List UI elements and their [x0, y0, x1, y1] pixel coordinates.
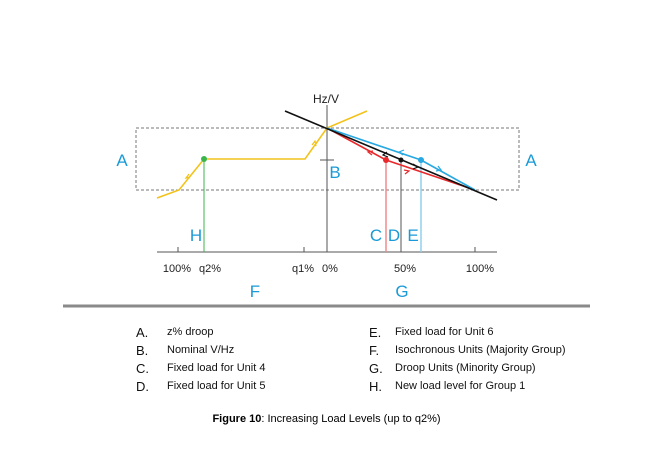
tick-label: 100%	[163, 263, 191, 275]
marker-h: H	[190, 226, 202, 245]
legend-letter: D.	[136, 379, 149, 394]
caption-label: Figure 10	[212, 413, 262, 425]
isochronous-curve	[156, 110, 368, 199]
droop-line	[284, 110, 498, 201]
marker-e: E	[407, 226, 418, 245]
tick-label: 0%	[322, 263, 338, 275]
legend-letter: C.	[136, 361, 149, 376]
d-dot	[398, 157, 404, 163]
legend-text: Isochronous Units (Majority Group)	[395, 344, 566, 356]
figure-caption: Figure 10: Increasing Load Levels (up to…	[0, 413, 653, 425]
tick-label: 100%	[466, 263, 494, 275]
marker-b: B	[329, 163, 340, 182]
legend-letter: A.	[136, 325, 149, 340]
marker-a-right: A	[525, 151, 537, 170]
marker-g: G	[395, 282, 408, 301]
marker-d: D	[388, 226, 400, 245]
legend-text: z% droop	[167, 326, 214, 338]
marker-c: C	[370, 226, 382, 245]
marker-f: F	[250, 282, 260, 301]
caption-text: : Increasing Load Levels (up to q2%)	[261, 413, 441, 425]
tick-label: q2%	[199, 263, 221, 275]
tick-label: 50%	[394, 263, 416, 275]
legend-text: Fixed load for Unit 4	[167, 362, 266, 374]
marker-labels: A A B C D E H F G	[116, 151, 537, 301]
legend-text: Fixed load for Unit 5	[167, 380, 266, 392]
axis-label: Hz/V	[313, 92, 339, 106]
legend-letter: B.	[136, 343, 149, 358]
legend-text: Fixed load for Unit 6	[395, 326, 494, 338]
e-dot	[418, 157, 424, 163]
tick-labels: 100% q2% q1% 0% 50% 100%	[163, 263, 494, 275]
legend-text: New load level for Group 1	[395, 380, 526, 392]
legend-text: Nominal V/Hz	[167, 344, 235, 356]
legend-letter: G.	[369, 361, 383, 376]
legend-letter: F.	[369, 343, 380, 358]
direction-arrows	[184, 139, 443, 179]
c-dot	[383, 157, 389, 163]
legend-letter: H.	[369, 379, 382, 394]
marker-a-left: A	[116, 151, 128, 170]
h-dot	[201, 156, 207, 162]
legend-letter: E.	[369, 325, 382, 340]
tick-label: q1%	[292, 263, 314, 275]
legend-text: Droop Units (Minority Group)	[395, 362, 536, 374]
